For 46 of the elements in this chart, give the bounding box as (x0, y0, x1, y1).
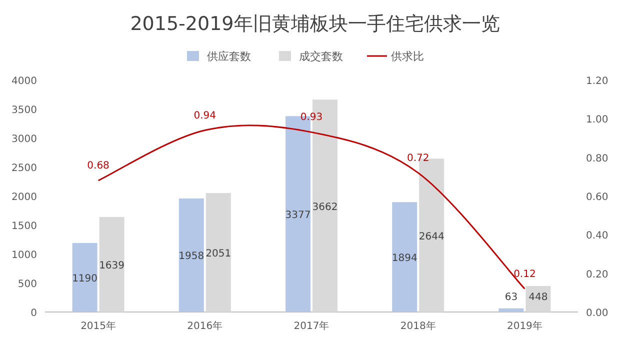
data-label: 3377 (285, 210, 311, 222)
y-tick-label: 1000 (12, 250, 37, 261)
y-tick-label: 3500 (12, 105, 37, 116)
data-label: 1190 (72, 273, 98, 284)
legend-label: 供应套数 (207, 50, 251, 63)
y-tick-label: 500 (18, 279, 37, 290)
data-label: 2644 (418, 231, 444, 242)
y2-tick-label: 0.00 (586, 308, 608, 319)
bar (99, 216, 124, 312)
legend-label: 成交套数 (299, 50, 343, 63)
data-label: 1639 (99, 260, 125, 272)
x-tick-label: 2017年 (294, 320, 330, 332)
data-label: 1958 (178, 251, 204, 262)
bar (178, 198, 204, 312)
y2-tick-label: 0.40 (586, 230, 608, 242)
y-tick-label: 0 (30, 308, 37, 319)
data-label: 448 (528, 292, 548, 303)
y2-tick-label: 0.80 (586, 153, 608, 164)
bar (498, 308, 524, 312)
y-tick-label: 1500 (12, 221, 37, 232)
y2-tick-label: 0.20 (586, 269, 608, 280)
x-tick-label: 2016年 (187, 320, 223, 332)
legend-label: 供求比 (391, 50, 424, 63)
y2-tick-label: 1.20 (586, 76, 608, 87)
data-label: 0.68 (87, 160, 110, 172)
y-tick-label: 4000 (12, 76, 37, 87)
y2-tick-label: 0.60 (586, 192, 608, 203)
bar (72, 242, 98, 312)
data-label: 63 (504, 292, 518, 303)
data-label: 0.72 (406, 152, 430, 164)
x-tick-label: 2018年 (400, 320, 436, 332)
x-tick-label: 2019年 (506, 320, 542, 332)
data-label: 2051 (206, 248, 232, 260)
chart-title: 2015-2019年旧黄埔板块一手住宅供求一览 (130, 13, 500, 35)
data-label: 0.93 (300, 112, 323, 124)
data-label: 0.12 (514, 268, 536, 280)
y-tick-label: 3000 (12, 134, 37, 145)
x-tick-label: 2015年 (80, 320, 116, 332)
data-label: 0.94 (194, 110, 216, 122)
bar (392, 202, 418, 312)
y-tick-label: 2000 (12, 192, 37, 203)
y-tick-label: 2500 (12, 163, 37, 174)
bar (206, 193, 231, 312)
data-label: 1894 (392, 253, 418, 264)
y2-tick-label: 1.00 (586, 114, 608, 126)
data-label: 3662 (312, 202, 338, 213)
